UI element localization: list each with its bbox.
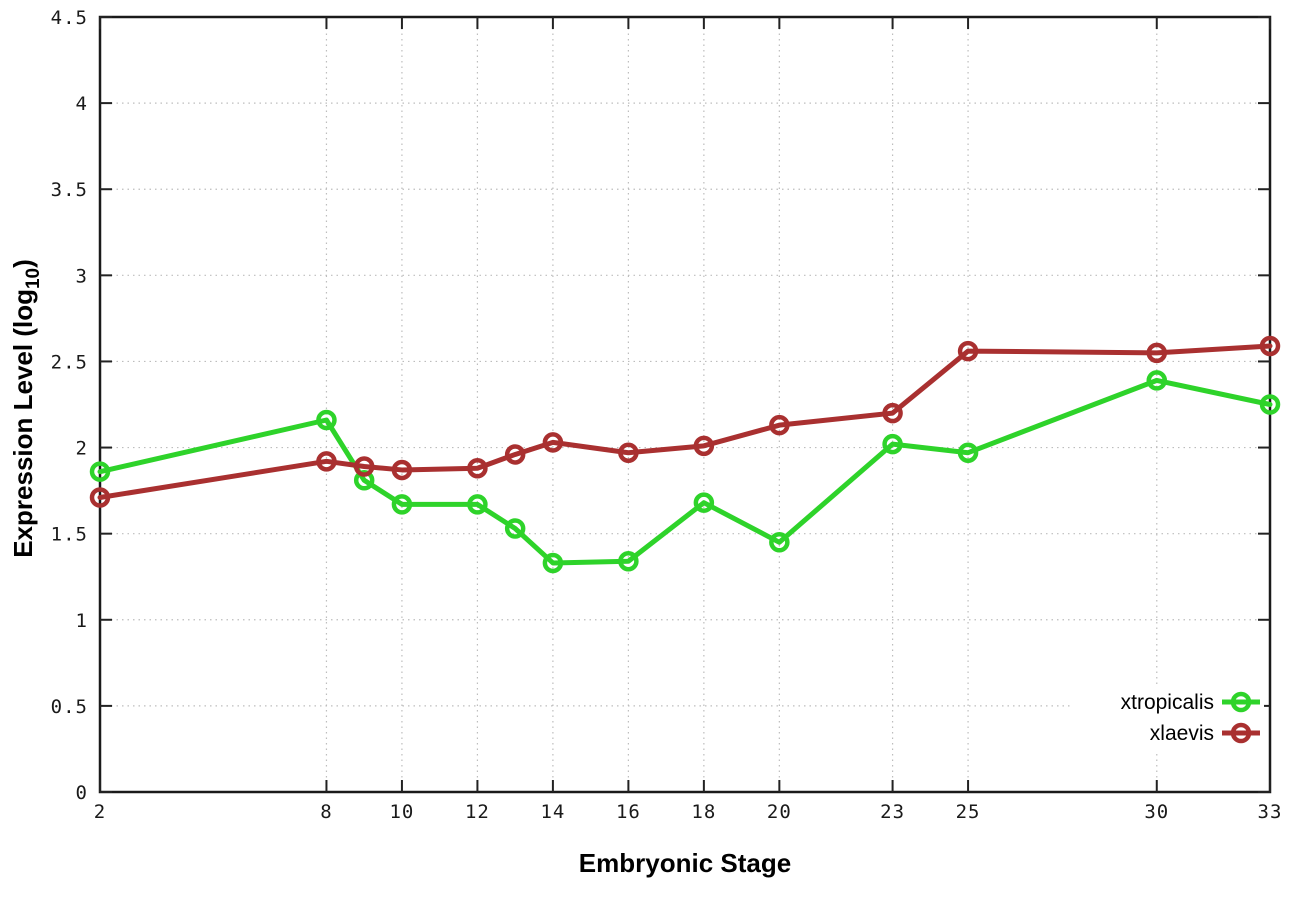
- x-tick-label-23: 23: [880, 801, 905, 823]
- marker-xtropicalis-stage-12: [467, 494, 488, 515]
- marker-xtropicalis-stage-8: [316, 409, 337, 431]
- x-tick-label-33: 33: [1258, 801, 1283, 823]
- x-tick-label-30: 30: [1144, 801, 1169, 823]
- y-tick-label-3.5: 3.5: [51, 179, 88, 201]
- marker-xlaevis-stage-2: [89, 487, 111, 508]
- series-line-xlaevis: [97, 343, 1273, 500]
- legend-entry-xlaevis: xlaevis: [1150, 722, 1260, 745]
- marker-xlaevis-stage-25: [957, 340, 979, 362]
- marker-xlaevis-stage-16: [618, 442, 639, 463]
- marker-xlaevis-stage-10: [391, 459, 413, 481]
- marker-xlaevis-stage-14: [542, 432, 564, 453]
- marker-xlaevis-stage-8: [316, 451, 337, 472]
- marker-xlaevis-stage-9: [353, 456, 375, 477]
- y-tick-label-4.5: 4.5: [51, 7, 88, 29]
- legend-marker-xlaevis: [1230, 722, 1252, 744]
- y-tick-label-2: 2: [76, 438, 88, 460]
- marker-xlaevis-stage-30: [1146, 342, 1168, 364]
- x-axis-label: Embryonic Stage: [579, 848, 791, 878]
- marker-xtropicalis-stage-25: [957, 442, 979, 463]
- x-tick-label-14: 14: [540, 801, 565, 823]
- y-tick-label-4: 4: [76, 93, 88, 115]
- marker-xtropicalis-stage-33: [1259, 394, 1281, 415]
- marker-xtropicalis-stage-13: [504, 518, 526, 539]
- legend-background: [1072, 684, 1264, 750]
- marker-xlaevis-stage-18: [693, 435, 715, 457]
- marker-xlaevis-stage-12: [467, 457, 488, 479]
- marker-xtropicalis-stage-10: [391, 494, 413, 515]
- legend-marker-xtropicalis: [1230, 691, 1252, 713]
- y-tick-label-1.5: 1.5: [51, 524, 88, 546]
- x-tick-label-2: 2: [94, 801, 106, 823]
- legend-entry-xtropicalis: xtropicalis: [1121, 691, 1260, 714]
- marker-xtropicalis-stage-30: [1146, 370, 1168, 391]
- y-tick-label-2.5: 2.5: [51, 351, 88, 373]
- marker-xlaevis-stage-20: [769, 414, 790, 436]
- marker-xtropicalis-stage-14: [542, 552, 564, 574]
- x-tick-label-25: 25: [956, 801, 981, 823]
- marker-xlaevis-stage-23: [882, 402, 903, 424]
- marker-xlaevis-stage-13: [504, 444, 526, 465]
- marker-xtropicalis-stage-2: [89, 461, 111, 482]
- x-tick-label-20: 20: [767, 801, 792, 823]
- x-tick-label-12: 12: [465, 801, 490, 823]
- marker-xtropicalis-stage-23: [882, 433, 903, 455]
- x-tick-label-8: 8: [320, 801, 332, 823]
- marker-xtropicalis-stage-18: [693, 492, 715, 513]
- y-tick-label-0.5: 0.5: [51, 696, 88, 718]
- y-tick-label-3: 3: [76, 265, 88, 287]
- y-tick-label-1: 1: [76, 610, 88, 632]
- marker-xtropicalis-stage-20: [769, 532, 790, 553]
- tick-marks: [99, 16, 1271, 793]
- y-axis-label: Expression Level (log10): [8, 259, 44, 558]
- marker-xtropicalis-stage-16: [618, 550, 639, 572]
- x-tick-label-10: 10: [389, 801, 414, 823]
- legend-label-xlaevis: xlaevis: [1150, 722, 1214, 745]
- legend: xtropicalis xlaevis: [1072, 684, 1264, 750]
- x-tick-label-16: 16: [616, 801, 641, 823]
- y-tick-label-0: 0: [76, 782, 88, 804]
- x-tick-label-18: 18: [691, 801, 716, 823]
- marker-xlaevis-stage-33: [1259, 335, 1281, 357]
- legend-label-xtropicalis: xtropicalis: [1121, 691, 1214, 714]
